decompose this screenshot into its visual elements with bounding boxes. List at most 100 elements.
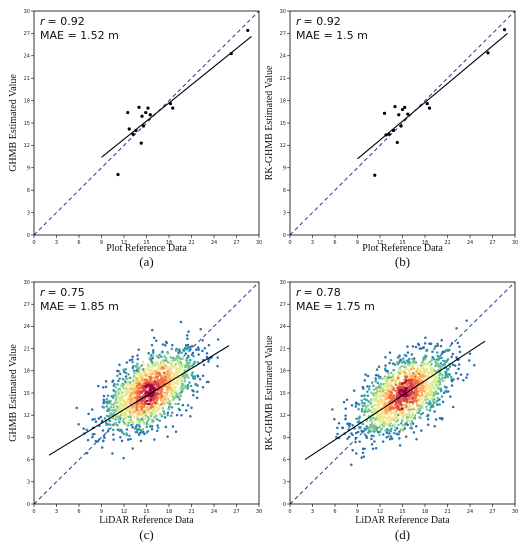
data-point <box>161 366 165 369</box>
data-point <box>410 414 413 417</box>
data-point <box>127 391 131 395</box>
data-point <box>114 393 117 396</box>
data-point <box>392 394 395 397</box>
panel-c: 0 3 6 9 12 15 18 21 24 27 30 0 3 6 9 12 15 18 21 24 27 30 LiDA… <box>8 280 262 542</box>
data-point <box>183 379 187 383</box>
data-point <box>395 379 398 382</box>
data-point <box>436 342 439 346</box>
data-point <box>388 374 391 377</box>
data-point <box>409 382 413 385</box>
data-point <box>158 353 161 357</box>
data-point <box>106 394 110 397</box>
data-point <box>389 435 393 438</box>
y-tick-label: 12 <box>280 143 286 149</box>
y-tick-label: 21 <box>24 76 30 82</box>
data-point <box>192 377 195 380</box>
data-point <box>148 384 151 387</box>
data-point <box>163 397 167 401</box>
data-point <box>444 389 447 393</box>
data-point <box>419 388 422 392</box>
data-point <box>427 106 432 110</box>
data-point <box>368 385 371 388</box>
data-point <box>451 363 455 366</box>
data-point <box>160 355 163 359</box>
data-point <box>419 416 422 420</box>
data-point <box>101 386 105 389</box>
data-point <box>135 403 139 407</box>
data-point <box>398 357 401 360</box>
data-point <box>189 414 192 418</box>
plot-area <box>34 11 259 235</box>
data-point <box>347 435 351 439</box>
data-point <box>420 402 424 405</box>
data-point <box>142 394 145 398</box>
data-point <box>186 334 189 337</box>
data-point <box>184 352 188 355</box>
data-point <box>455 356 458 359</box>
data-point <box>385 422 389 426</box>
data-point <box>401 361 404 364</box>
data-point <box>395 427 399 430</box>
data-point <box>128 359 132 362</box>
data-point <box>186 383 190 387</box>
data-point <box>142 384 145 388</box>
x-tick-label: 30 <box>256 509 262 515</box>
data-point <box>146 391 149 394</box>
x-tick-label: 24 <box>211 509 217 515</box>
x-tick-label: 15 <box>143 240 149 246</box>
data-point <box>180 376 183 380</box>
data-point <box>367 388 371 391</box>
y-tick-label: 0 <box>27 502 30 508</box>
data-point <box>415 370 419 373</box>
x-tick-label: 15 <box>399 509 405 515</box>
data-point <box>125 423 128 427</box>
data-point <box>154 401 158 404</box>
data-point <box>131 410 134 413</box>
data-point <box>174 372 178 376</box>
data-point <box>111 452 114 455</box>
identity-line <box>34 11 259 235</box>
data-point <box>486 51 490 55</box>
data-point <box>169 414 173 417</box>
data-point <box>384 391 387 395</box>
y-tick-label: 6 <box>27 457 30 463</box>
data-point <box>372 384 375 388</box>
data-point <box>121 397 124 400</box>
data-point <box>125 384 129 387</box>
data-point <box>374 379 377 383</box>
data-point <box>75 406 78 410</box>
data-point <box>155 398 159 402</box>
data-point <box>141 415 145 418</box>
data-point <box>190 345 194 348</box>
data-point <box>434 418 438 421</box>
data-point <box>113 421 117 425</box>
data-point <box>374 447 378 450</box>
data-point <box>166 361 170 364</box>
data-point <box>352 389 356 392</box>
r-symbol: r <box>40 15 46 28</box>
data-point <box>196 384 199 387</box>
data-point <box>179 379 182 382</box>
data-point <box>412 431 416 434</box>
data-point <box>171 388 174 391</box>
data-point <box>158 404 161 407</box>
data-point <box>124 414 128 418</box>
data-point <box>451 405 455 409</box>
x-tick-label: 21 <box>444 240 450 246</box>
data-point <box>403 371 407 375</box>
data-point <box>389 396 392 399</box>
data-point <box>439 361 443 365</box>
data-point <box>128 434 131 438</box>
data-point <box>205 380 209 384</box>
data-point <box>176 382 179 386</box>
data-point <box>360 407 364 411</box>
mae-label: MAE = 1.75 m <box>296 300 375 313</box>
data-point <box>128 383 132 387</box>
data-point <box>411 345 415 348</box>
data-point <box>402 378 405 381</box>
data-point <box>140 412 143 415</box>
data-point <box>170 398 174 402</box>
data-point <box>418 409 421 413</box>
data-point <box>430 402 434 405</box>
data-point <box>128 413 132 416</box>
